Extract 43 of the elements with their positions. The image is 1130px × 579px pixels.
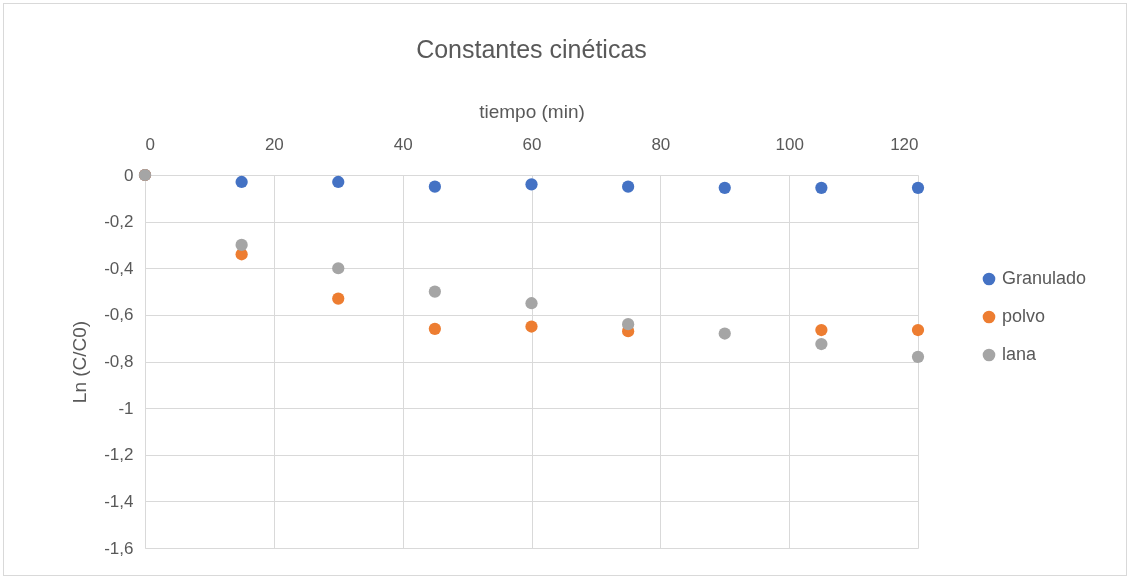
x-axis-title: tiempo (min)	[479, 100, 585, 122]
legend-label: polvo	[1002, 306, 1046, 326]
legend-label: Granulado	[1002, 268, 1087, 288]
y-tick-label: -0,4	[104, 258, 134, 278]
point	[332, 175, 345, 189]
point	[622, 318, 635, 331]
point	[525, 297, 538, 310]
y-tick-label: -0,6	[104, 305, 134, 325]
x-tick-label: 20	[264, 134, 284, 154]
point	[235, 238, 248, 252]
x-tick-label: 120	[890, 134, 919, 154]
y-tick-label: -1,4	[104, 491, 134, 511]
x-tick-label: 80	[651, 134, 671, 154]
point	[428, 322, 441, 335]
y-tick-label: -0,2	[104, 212, 134, 232]
y-tick-label: 0	[124, 165, 134, 185]
point	[718, 327, 731, 340]
y-tick-label: -1,2	[104, 445, 134, 465]
point	[718, 181, 731, 194]
x-tick-label: 0	[145, 134, 155, 154]
chart-title: Constantes cinéticas	[416, 35, 647, 63]
y-tick-label: -0,8	[104, 352, 134, 371]
point	[428, 180, 441, 193]
y-tick-label: -1	[118, 398, 134, 418]
point	[911, 323, 925, 337]
point	[525, 178, 538, 191]
point	[815, 323, 828, 337]
y-axis-title: Ln (C/C0)	[69, 320, 91, 404]
point	[428, 285, 441, 298]
point	[622, 180, 635, 193]
point	[911, 181, 925, 194]
point	[911, 350, 925, 363]
x-tick-label: 40	[393, 134, 413, 154]
point	[235, 175, 248, 189]
point	[332, 292, 345, 305]
x-tick-label: 100	[775, 134, 804, 154]
x-tick-label: 60	[522, 134, 542, 154]
legend-label: lana	[1002, 344, 1038, 364]
point	[525, 320, 538, 333]
point	[332, 262, 345, 275]
y-tick-label: -1,6	[104, 538, 134, 558]
point	[815, 181, 828, 194]
point	[815, 337, 828, 351]
